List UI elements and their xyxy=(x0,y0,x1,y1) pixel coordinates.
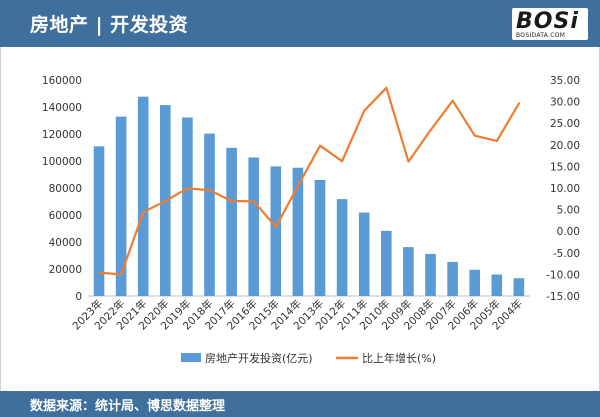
bar-2017年 xyxy=(226,147,237,296)
bar-2018年 xyxy=(204,133,215,296)
y-left-tick-label: 120000 xyxy=(42,129,82,141)
bar-2006年 xyxy=(469,269,480,296)
y-left-tick-label: 40000 xyxy=(49,237,82,249)
growth-point-2011年 xyxy=(363,109,366,112)
growth-point-2014年 xyxy=(297,184,299,187)
bar-2011年 xyxy=(358,212,370,296)
logo-subtext: BOSIDATA.COM xyxy=(516,32,566,39)
y-left-tick-label: 80000 xyxy=(49,183,82,195)
y-left-tick-label: 60000 xyxy=(49,210,82,222)
legend-line-label: 比上年增长(%) xyxy=(362,351,436,365)
logo-word: BOSi xyxy=(516,9,579,34)
y-right-tick-label: 15.00 xyxy=(550,161,580,173)
bar-2010年 xyxy=(381,230,392,296)
y-right-tick-label: 0.00 xyxy=(557,226,580,238)
y-right-tick-label: -5.00 xyxy=(553,248,580,260)
growth-point-2007年 xyxy=(451,99,454,102)
bar-2005年 xyxy=(491,274,503,296)
y-right-tick-label: 35.00 xyxy=(550,75,580,87)
y-left-tick-label: 140000 xyxy=(42,102,82,114)
bar-2004年 xyxy=(513,278,525,296)
y-right-tick-label: 30.00 xyxy=(550,97,580,109)
y-left-tick-label: 0 xyxy=(75,291,82,303)
bar-2012年 xyxy=(336,199,348,296)
growth-point-2016年 xyxy=(252,200,255,203)
bar-2013年 xyxy=(314,179,326,296)
growth-point-2009年 xyxy=(407,160,410,163)
bar-2022年 xyxy=(115,116,127,296)
growth-point-2013年 xyxy=(319,144,322,147)
growth-point-2008年 xyxy=(429,129,432,132)
footer-bar: 数据来源：统计局、博思数据整理 xyxy=(0,391,600,417)
y-right-tick-label: 10.00 xyxy=(550,183,580,195)
growth-point-2006年 xyxy=(473,134,476,137)
bar-2021年 xyxy=(137,96,149,296)
y-right-tick-label: -15.00 xyxy=(546,291,580,303)
growth-point-2017年 xyxy=(230,200,233,202)
growth-point-2005年 xyxy=(495,139,498,142)
header-bar: 房地产 | 开发投资 BOSi BOSIDATA.COM xyxy=(0,0,600,47)
bar-2016年 xyxy=(248,157,259,296)
bar-2023年 xyxy=(93,146,105,296)
growth-point-2015年 xyxy=(274,225,277,228)
bar-2007年 xyxy=(447,261,458,296)
y-left-tick-label: 20000 xyxy=(49,264,82,276)
bar-2008年 xyxy=(425,253,436,296)
y-right-tick-label: 20.00 xyxy=(550,140,580,152)
y-right-tick-label: -10.00 xyxy=(546,269,580,281)
growth-line xyxy=(98,86,520,276)
y-left-tick-label: 100000 xyxy=(42,156,82,168)
growth-point-2020年 xyxy=(164,200,167,202)
legend-bar-label: 房地产开发投资(亿元) xyxy=(205,351,313,365)
growth-point-2019年 xyxy=(186,187,189,190)
growth-point-2010年 xyxy=(385,86,388,89)
growth-point-2012年 xyxy=(341,160,344,163)
growth-point-2021年 xyxy=(142,211,145,214)
legend-bar-swatch xyxy=(181,353,201,362)
y-left-tick-label: 160000 xyxy=(42,75,82,87)
page-title: 房地产 | 开发投资 xyxy=(30,14,189,36)
growth-point-2023年 xyxy=(98,271,100,274)
y-right-tick-label: 5.00 xyxy=(557,205,580,217)
bar-2009年 xyxy=(403,247,414,296)
data-source: 数据来源：统计局、博思数据整理 xyxy=(30,399,226,414)
bar-2019年 xyxy=(182,117,193,296)
growth-point-2022年 xyxy=(120,273,123,276)
y-right-tick-label: 25.00 xyxy=(550,118,580,130)
bar-2015年 xyxy=(270,166,282,296)
growth-point-2018年 xyxy=(208,189,211,192)
bosi-logo: BOSi BOSIDATA.COM xyxy=(512,8,588,40)
growth-point-2004年 xyxy=(518,102,520,105)
bar-2014年 xyxy=(292,167,304,296)
